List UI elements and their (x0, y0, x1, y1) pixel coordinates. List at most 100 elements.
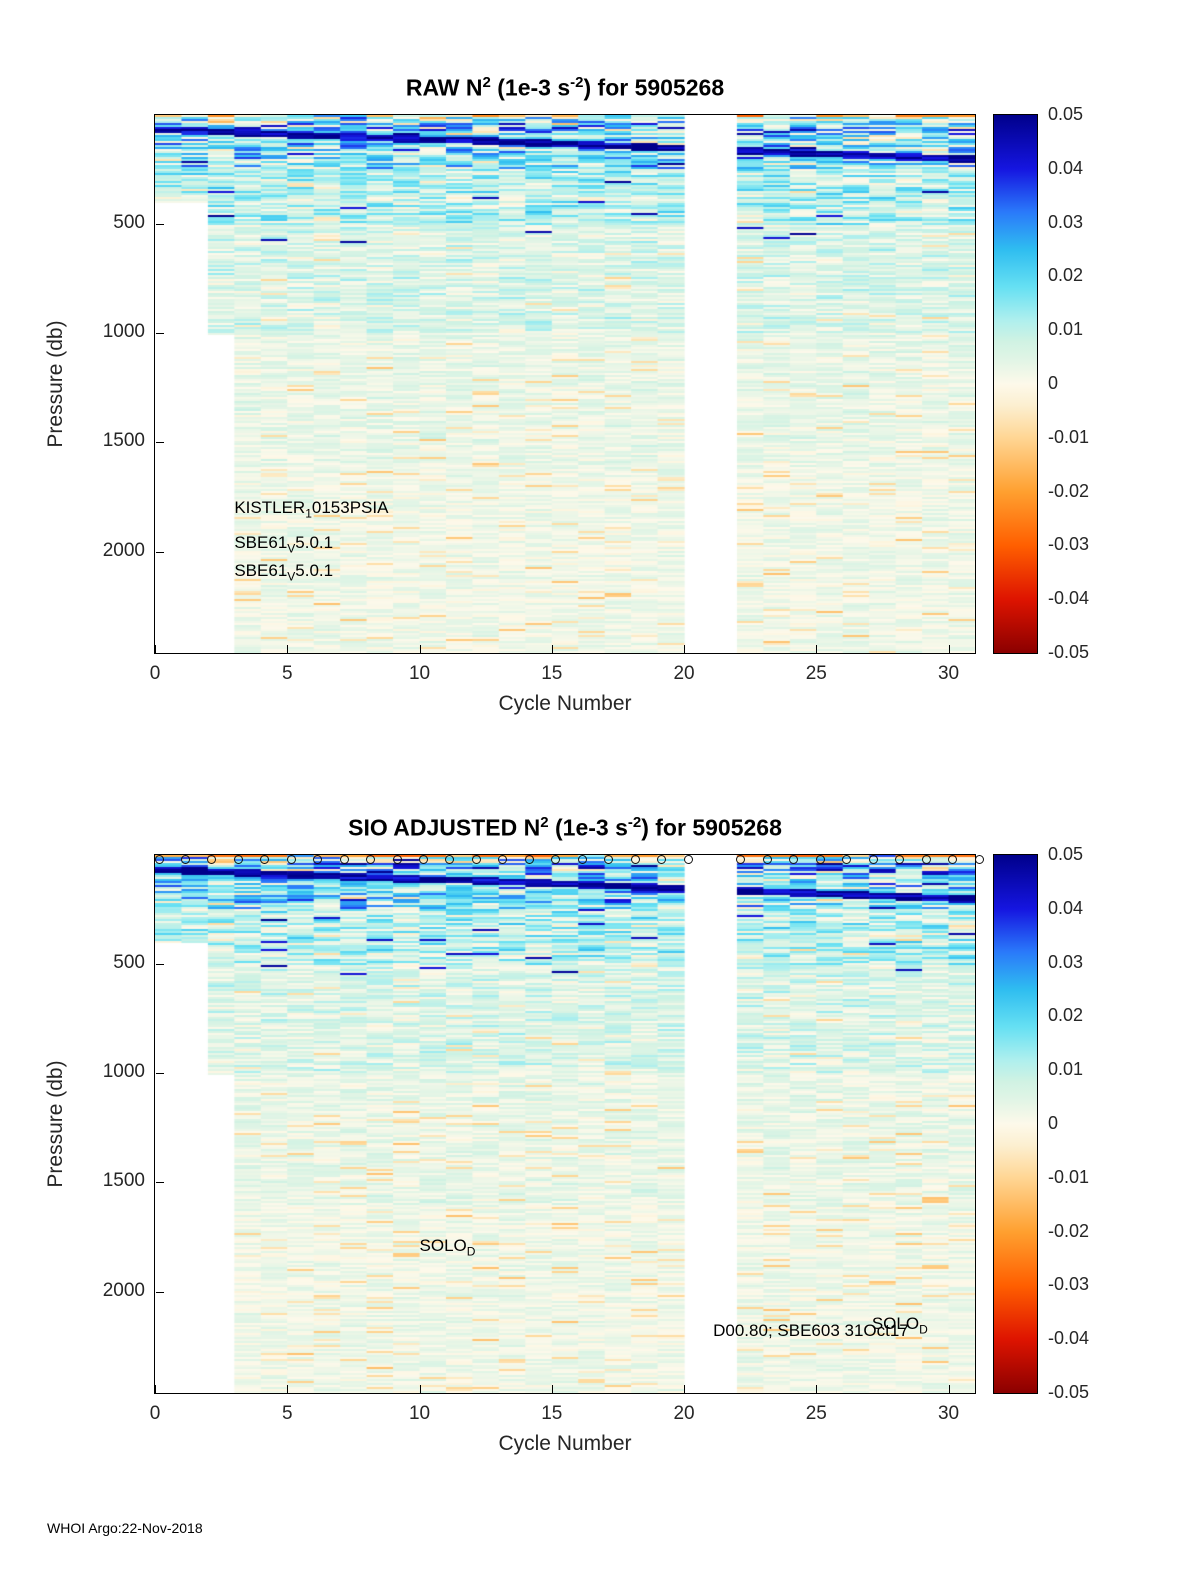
heatmap-plot-area (154, 854, 976, 1394)
colorbar-tick-label: 0.01 (1048, 319, 1084, 340)
profile-marker-icon (842, 855, 852, 865)
colorbar-tick-label: -0.02 (1048, 1220, 1090, 1241)
colorbar-tick-label: -0.04 (1048, 588, 1090, 609)
profile-marker-icon (736, 855, 746, 865)
text-segment: 5.0.1 (295, 561, 334, 581)
x-tick-mark (551, 645, 553, 653)
x-tick-mark (684, 645, 686, 653)
subscript-text: D (919, 1322, 928, 1337)
profile-marker-icon (445, 855, 455, 865)
y-tick-mark (156, 333, 164, 335)
x-axis-label: Cycle Number (498, 692, 632, 715)
profile-marker-icon (948, 855, 958, 865)
colorbar-tick-label: 0.05 (1048, 104, 1084, 124)
colorbar-tick-label: -0.05 (1048, 1382, 1090, 1402)
x-tick-mark (816, 1385, 818, 1393)
colorbar-tick-label: -0.05 (1048, 642, 1090, 662)
text-segment: 0153PSIA (311, 497, 389, 517)
sio-adjusted-n2-figure: SIO ADJUSTED N2 (1e-3 s-2) for 5905268 P… (0, 740, 1200, 1575)
x-tick-label: 25 (805, 1403, 827, 1424)
y-tick-label: 1500 (102, 430, 145, 452)
x-tick-label: 5 (281, 1403, 293, 1424)
subscript-text: D (466, 1244, 476, 1259)
plot-annotation: SOLOD (420, 1236, 476, 1258)
profile-marker-icon (974, 855, 984, 865)
text-segment: KISTLER (234, 497, 306, 517)
y-tick-mark (156, 224, 164, 226)
x-tick-mark (419, 1385, 421, 1393)
profile-marker-icon (154, 855, 164, 865)
subscript-text: V (287, 569, 296, 584)
profile-marker-icon (895, 855, 905, 865)
y-tick-label: 2000 (102, 539, 145, 561)
plot-annotation: D00.80; SBE603 31Oct17 (713, 1321, 909, 1341)
y-tick-label: 1000 (102, 1061, 145, 1083)
heatmap-canvas (155, 855, 975, 1393)
x-tick-label: 25 (805, 663, 827, 684)
text-segment: 5.0.1 (295, 532, 334, 552)
text-segment: SOLO (871, 1314, 920, 1334)
profile-marker-icon (419, 855, 429, 865)
text-segment: (1e-3 s (548, 814, 628, 841)
colorbar-tick-label: -0.01 (1048, 1166, 1090, 1187)
colorbar-tick-label: 0 (1048, 1113, 1059, 1133)
profile-marker-icon (815, 855, 825, 865)
x-tick-mark (155, 645, 156, 653)
x-tick-label: 30 (937, 1403, 960, 1424)
text-segment: SOLO (419, 1235, 467, 1255)
profile-marker-icon (498, 855, 508, 865)
x-tick-mark (287, 1385, 289, 1393)
profile-marker-icon (683, 855, 693, 865)
profile-marker-icon (789, 855, 799, 865)
profile-marker-icon (868, 855, 878, 865)
x-tick-label: 15 (541, 663, 563, 684)
superscript-text: -2 (570, 74, 584, 91)
superscript-text: -2 (627, 814, 642, 831)
colorbar (993, 114, 1038, 654)
plot-annotation: SOLOD (872, 1314, 928, 1336)
heatmap-canvas (155, 115, 975, 653)
x-tick-label: 20 (673, 1403, 695, 1424)
colorbar-tick-label: 0.02 (1048, 265, 1084, 286)
y-tick-mark (156, 442, 164, 444)
x-tick-label: 30 (937, 663, 960, 684)
colorbar-tick-label: 0.02 (1048, 1005, 1084, 1026)
profile-marker-icon (260, 855, 270, 865)
x-tick-label: 15 (541, 1403, 563, 1424)
x-tick-label: 0 (149, 1403, 161, 1424)
profile-marker-icon (762, 855, 772, 865)
colorbar-tick-label: 0.03 (1048, 951, 1084, 972)
colorbar-tick-label: -0.04 (1048, 1328, 1090, 1349)
x-tick-mark (419, 645, 421, 653)
colorbar-tick-label: 0.03 (1048, 211, 1084, 232)
profile-marker-icon (577, 855, 587, 865)
raw-n2-figure: RAW N2 (1e-3 s-2) for 5905268 Pressure (… (0, 0, 1200, 740)
profile-marker-icon (630, 855, 640, 865)
text-segment: SBE61 (234, 561, 288, 581)
profile-marker-icon (339, 855, 349, 865)
text-segment: (1e-3 s (490, 74, 571, 101)
text-segment: RAW N (405, 74, 483, 101)
x-tick-mark (155, 1385, 156, 1393)
y-tick-mark (156, 1291, 164, 1293)
y-tick-label: 1000 (102, 321, 145, 343)
text-segment: ) for 5905268 (641, 814, 782, 841)
plot-annotation: SBE61V5.0.1 (234, 561, 333, 583)
colorbar-tick-label: 0.05 (1048, 844, 1084, 864)
x-tick-label: 10 (408, 663, 431, 684)
y-tick-mark (156, 1073, 164, 1075)
profile-marker-icon (233, 855, 243, 865)
profile-marker-icon (366, 855, 376, 865)
colorbar-tick-label: -0.03 (1048, 1274, 1090, 1295)
profile-marker-icon (471, 855, 481, 865)
y-tick-mark (156, 964, 164, 966)
profile-marker-icon (392, 855, 402, 865)
x-tick-label: 0 (149, 663, 161, 684)
y-tick-mark (156, 551, 164, 553)
x-tick-mark (551, 1385, 553, 1393)
colorbar (993, 854, 1038, 1394)
text-segment: SBE61 (234, 532, 288, 552)
profile-marker-icon (286, 855, 296, 865)
colorbar-tick-label: -0.03 (1048, 534, 1090, 555)
colorbar-tick-label: 0.04 (1048, 897, 1084, 918)
